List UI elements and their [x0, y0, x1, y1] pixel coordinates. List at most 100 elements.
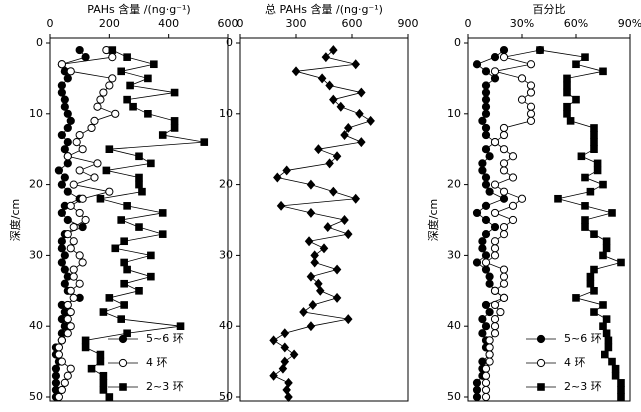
marker: [63, 74, 72, 83]
marker: [608, 357, 616, 366]
marker: [481, 95, 491, 104]
marker: [280, 356, 290, 367]
marker: [490, 251, 500, 260]
marker: [329, 94, 338, 105]
y-tick-label: 40: [219, 319, 233, 332]
marker: [284, 392, 293, 402]
marker: [481, 322, 491, 331]
marker: [608, 209, 616, 217]
legend-marker: [118, 358, 128, 368]
marker: [481, 251, 491, 260]
marker: [472, 258, 482, 267]
marker: [590, 308, 598, 316]
marker: [617, 379, 625, 387]
y-tick-label: 30: [29, 248, 43, 261]
marker: [499, 123, 509, 133]
marker: [63, 187, 72, 196]
y-tick-label: 20: [447, 178, 461, 191]
marker: [299, 307, 308, 318]
marker: [602, 315, 611, 323]
marker: [69, 272, 78, 281]
marker: [78, 194, 87, 203]
marker: [336, 101, 346, 112]
marker: [135, 152, 143, 161]
marker: [499, 166, 509, 175]
marker: [563, 81, 571, 90]
marker: [120, 237, 128, 246]
marker: [310, 257, 319, 268]
marker: [481, 215, 491, 225]
marker: [57, 180, 66, 189]
marker: [581, 53, 589, 61]
x-tick-label: 90%: [618, 17, 641, 30]
marker: [323, 222, 332, 233]
marker: [517, 194, 527, 203]
series-line: [272, 49, 372, 398]
marker: [123, 202, 131, 210]
marker: [602, 237, 611, 246]
marker: [481, 123, 491, 133]
marker: [57, 88, 66, 97]
marker: [63, 138, 72, 147]
marker: [126, 81, 134, 90]
marker: [599, 301, 607, 309]
x-tick-label: 300: [286, 17, 307, 30]
marker: [590, 124, 598, 132]
marker: [57, 336, 66, 345]
marker: [481, 385, 491, 395]
marker: [90, 116, 99, 125]
marker: [481, 300, 491, 310]
marker: [490, 74, 500, 83]
marker: [485, 336, 494, 345]
marker: [60, 251, 69, 260]
marker: [481, 392, 491, 402]
marker: [602, 244, 611, 253]
marker: [472, 385, 482, 395]
marker: [490, 53, 500, 62]
marker: [617, 393, 625, 401]
marker: [499, 53, 509, 62]
marker: [617, 386, 625, 394]
marker: [485, 272, 494, 281]
marker: [111, 244, 120, 253]
marker: [478, 166, 487, 175]
marker: [481, 180, 491, 189]
marker: [314, 278, 323, 289]
marker: [355, 108, 364, 119]
marker: [526, 116, 536, 125]
marker: [508, 173, 518, 182]
marker: [481, 109, 491, 118]
marker: [478, 329, 487, 338]
marker: [306, 179, 316, 190]
marker: [611, 364, 620, 373]
marker: [282, 165, 291, 176]
marker: [481, 230, 491, 239]
marker: [135, 287, 143, 295]
marker: [490, 138, 500, 147]
marker: [289, 349, 299, 360]
marker: [490, 300, 500, 310]
marker: [485, 307, 494, 317]
marker: [78, 145, 87, 154]
marker: [150, 60, 158, 69]
marker: [481, 378, 491, 387]
x-tick-label: 600: [218, 17, 239, 30]
marker: [135, 180, 143, 189]
marker: [99, 371, 108, 380]
marker: [66, 67, 75, 76]
plot-frame: [239, 37, 409, 402]
marker: [590, 265, 598, 274]
marker: [590, 131, 598, 139]
marker: [63, 230, 72, 239]
marker: [485, 152, 494, 161]
marker: [120, 279, 128, 288]
legend-label: 2~3 环: [564, 380, 602, 393]
marker: [604, 336, 613, 345]
marker: [599, 180, 607, 189]
y-tick-label: 40: [29, 319, 43, 332]
marker: [602, 329, 611, 338]
marker: [66, 116, 75, 125]
marker: [304, 236, 314, 247]
marker: [123, 95, 131, 104]
marker: [99, 308, 108, 316]
